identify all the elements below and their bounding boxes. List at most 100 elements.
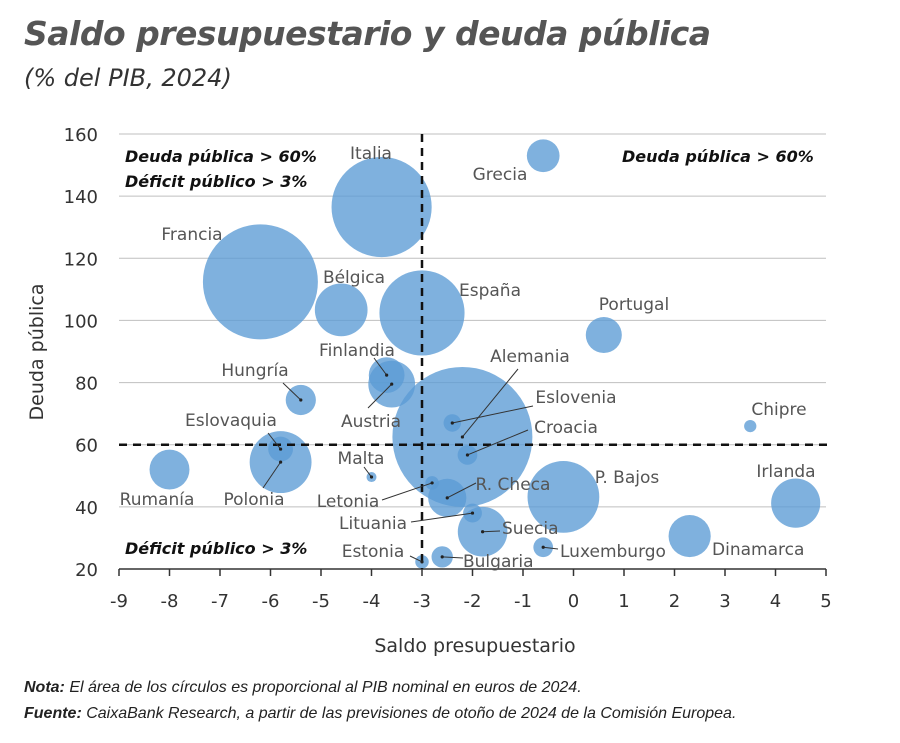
- x-axis-label: Saldo presupuestario: [374, 635, 575, 657]
- leader-line: [452, 405, 534, 424]
- point-label: Portugal: [599, 295, 669, 315]
- point-label: España: [459, 281, 521, 301]
- y-tick-label: 140: [64, 187, 98, 208]
- leader-line: [282, 382, 302, 401]
- y-tick-label: 120: [64, 249, 98, 270]
- x-tick-label: -5: [312, 591, 330, 612]
- x-tick-label: -8: [161, 591, 179, 612]
- leader-line: [267, 432, 281, 450]
- leader-line: [367, 383, 393, 409]
- point-label: R. Checa: [476, 475, 551, 495]
- leader-dot: [369, 475, 374, 479]
- leader-line: [410, 512, 473, 523]
- quadrant-label: Déficit público > 3%: [125, 172, 307, 191]
- leader-dot: [445, 496, 449, 500]
- x-tick-label: -7: [211, 591, 229, 612]
- chart-title: Saldo presupuestario y deuda pública: [24, 14, 711, 53]
- point-label: Irlanda: [756, 462, 815, 482]
- leader-dot: [279, 460, 283, 464]
- bubble-italia: [331, 156, 432, 258]
- leader-dot: [450, 421, 454, 425]
- leader-dot: [465, 453, 470, 457]
- point-label: Dinamarca: [712, 540, 804, 560]
- bubble-portugal: [585, 317, 622, 354]
- quadrant-label: Déficit público > 3%: [125, 539, 307, 558]
- leader-line: [482, 530, 501, 533]
- point-label: Estonia: [342, 542, 405, 562]
- leader-dot: [481, 530, 485, 534]
- note-text: El área de los círculos es proporcional …: [64, 679, 582, 696]
- y-tick-label: 40: [75, 498, 98, 519]
- x-tick-label: 5: [820, 591, 831, 612]
- y-tick-label: 100: [64, 311, 98, 332]
- point-label: Hungría: [221, 361, 288, 381]
- x-tick-label: 1: [618, 591, 629, 612]
- bubble-españa: [379, 270, 465, 356]
- source-text: CaixaBank Research, a partir de las prev…: [81, 705, 737, 722]
- point-label: Finlandia: [319, 341, 395, 361]
- bubble-rumanía: [149, 449, 190, 490]
- point-label: Grecia: [473, 165, 528, 185]
- leader-dot: [541, 545, 545, 549]
- x-tick-label: -3: [413, 591, 431, 612]
- x-tick-label: 4: [770, 591, 781, 612]
- point-label: Polonia: [223, 490, 284, 510]
- y-tick-label: 20: [75, 560, 98, 581]
- point-label: Luxemburgo: [560, 542, 666, 562]
- bubble-chipre: [744, 419, 757, 433]
- point-label: Lituania: [339, 514, 407, 534]
- x-tick-label: 0: [568, 591, 579, 612]
- point-label: Bulgaria: [463, 552, 534, 572]
- point-label: Bélgica: [323, 268, 385, 288]
- point-label: Letonia: [317, 492, 380, 512]
- x-tick-label: -4: [363, 591, 381, 612]
- leader-dot: [279, 447, 283, 451]
- leader-dot: [430, 481, 434, 485]
- leader-line: [381, 482, 433, 501]
- y-tick-label: 160: [64, 125, 98, 146]
- bubble-bélgica: [314, 283, 368, 337]
- source: Fuente: CaixaBank Research, a partir de …: [24, 705, 736, 723]
- point-label: Suecia: [502, 519, 559, 539]
- quadrant-label: Deuda pública > 60%: [125, 147, 317, 166]
- leader-line: [373, 357, 388, 376]
- leader-line: [442, 556, 464, 559]
- point-label: Alemania: [490, 347, 570, 367]
- y-tick-label: 80: [75, 374, 98, 395]
- bubble-dinamarca: [668, 514, 711, 558]
- point-label: Croacia: [534, 418, 598, 438]
- point-label: Malta: [338, 449, 385, 469]
- leader-dot: [470, 511, 475, 515]
- point-label: Chipre: [751, 400, 806, 420]
- bubble-irlanda: [771, 478, 821, 528]
- bubble-francia: [202, 224, 318, 340]
- leader-line: [262, 461, 282, 489]
- leader-dot: [420, 560, 424, 564]
- bubble-p-bajos: [527, 461, 600, 533]
- note-label: Nota:: [24, 679, 65, 696]
- leader-line: [409, 555, 423, 563]
- y-tick-label: 60: [75, 436, 98, 457]
- point-label: Austria: [341, 412, 401, 432]
- leader-dot: [460, 435, 464, 439]
- leader-line: [363, 466, 372, 478]
- y-axis-label: Deuda pública: [26, 284, 48, 421]
- point-label: Italia: [350, 144, 392, 164]
- leader-dot: [299, 398, 303, 402]
- point-label: Francia: [161, 225, 222, 245]
- point-label: Eslovaquia: [185, 411, 277, 431]
- bubble-grecia: [526, 139, 560, 173]
- leader-line: [447, 482, 477, 499]
- point-label: P. Bajos: [595, 468, 660, 488]
- x-tick-label: -9: [110, 591, 128, 612]
- x-tick-label: -2: [464, 591, 482, 612]
- leader-line: [467, 429, 529, 456]
- chart-subtitle: (% del PIB, 2024): [24, 64, 232, 92]
- x-tick-label: -6: [262, 591, 280, 612]
- x-tick-label: 2: [669, 591, 680, 612]
- leader-dot: [390, 382, 394, 386]
- x-tick-label: 3: [719, 591, 730, 612]
- point-label: Rumanía: [120, 490, 195, 510]
- point-label: Eslovenia: [535, 388, 616, 408]
